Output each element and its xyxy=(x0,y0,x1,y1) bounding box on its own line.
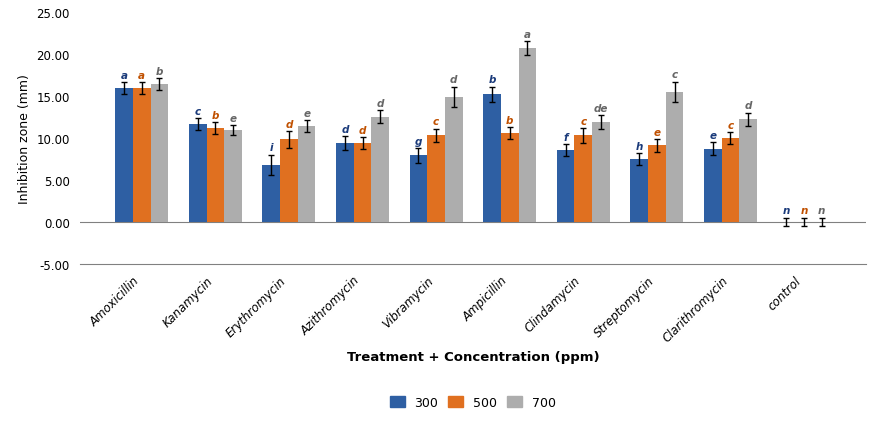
Bar xyxy=(519,49,537,222)
Bar xyxy=(704,150,721,222)
Text: b: b xyxy=(156,67,164,77)
Text: n: n xyxy=(800,206,808,216)
Text: f: f xyxy=(563,133,568,143)
Text: a: a xyxy=(138,71,145,81)
Bar xyxy=(354,144,371,222)
X-axis label: Treatment + Concentration (ppm): Treatment + Concentration (ppm) xyxy=(347,350,599,363)
Bar xyxy=(280,140,298,222)
Text: de: de xyxy=(594,104,608,114)
Bar xyxy=(336,144,354,222)
Text: c: c xyxy=(194,107,201,117)
Text: h: h xyxy=(636,141,643,151)
Text: g: g xyxy=(415,136,423,147)
Bar xyxy=(133,89,150,222)
Text: d: d xyxy=(341,125,348,135)
Bar xyxy=(501,133,519,222)
Text: n: n xyxy=(782,206,790,216)
Text: d: d xyxy=(744,101,751,111)
Text: b: b xyxy=(506,115,514,126)
Bar xyxy=(484,95,501,222)
Text: c: c xyxy=(580,116,586,126)
Bar xyxy=(721,138,739,222)
Bar xyxy=(648,146,666,222)
Bar xyxy=(592,123,610,222)
Text: a: a xyxy=(120,71,127,81)
Text: b: b xyxy=(488,75,496,85)
Legend: 300, 500, 700: 300, 500, 700 xyxy=(385,391,561,414)
Bar xyxy=(557,151,575,222)
Bar xyxy=(298,127,316,222)
Text: e: e xyxy=(303,109,310,119)
Text: c: c xyxy=(433,117,439,127)
Bar xyxy=(189,125,207,222)
Bar xyxy=(409,156,427,222)
Text: b: b xyxy=(211,110,219,121)
Bar xyxy=(225,131,242,222)
Text: e: e xyxy=(709,130,716,141)
Bar xyxy=(115,89,133,222)
Text: a: a xyxy=(524,30,531,40)
Bar xyxy=(630,159,648,222)
Text: i: i xyxy=(270,143,273,153)
Text: c: c xyxy=(672,70,678,80)
Y-axis label: Inhibition zone (mm): Inhibition zone (mm) xyxy=(18,74,31,203)
Bar xyxy=(207,128,225,222)
Bar xyxy=(150,85,168,222)
Text: d: d xyxy=(377,99,384,109)
Text: d: d xyxy=(359,126,366,135)
Bar xyxy=(427,136,445,222)
Bar xyxy=(666,92,683,222)
Bar xyxy=(575,136,592,222)
Text: c: c xyxy=(728,121,734,130)
Bar xyxy=(371,118,389,222)
Text: e: e xyxy=(230,114,237,124)
Bar xyxy=(263,165,280,222)
Text: d: d xyxy=(286,120,293,130)
Text: e: e xyxy=(653,127,660,137)
Text: n: n xyxy=(818,206,826,216)
Text: d: d xyxy=(450,75,458,85)
Bar xyxy=(445,98,462,222)
Bar xyxy=(739,120,757,222)
